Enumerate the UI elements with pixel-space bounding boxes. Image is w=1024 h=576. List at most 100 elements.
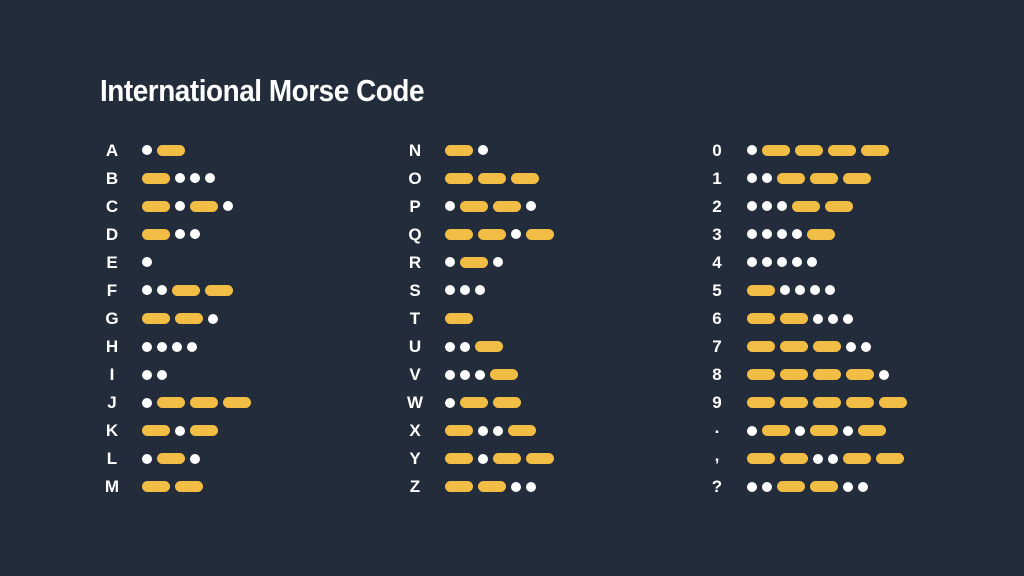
dash-symbol [876,453,904,465]
dash-symbol [807,228,835,240]
morse-char-label: O [408,168,422,188]
morse-row: A [102,136,251,164]
dot-symbol [478,145,488,156]
dash-symbol [157,453,185,465]
morse-char-label: D [105,224,119,244]
dot-symbol [762,173,772,184]
morse-row: W [405,389,554,417]
dash-symbol [493,397,521,409]
morse-char-label: . [714,418,720,438]
morse-row: G [102,304,251,332]
dash-symbol [813,397,841,409]
morse-char-label: G [105,309,119,328]
dash-symbol [810,481,838,493]
dot-symbol [157,341,167,352]
morse-char-label: P [409,196,421,216]
morse-char-label: Z [409,477,421,497]
morse-code-symbols [142,313,218,324]
dash-symbol [142,200,170,212]
dot-symbol [445,369,455,380]
dash-symbol [205,284,233,296]
morse-row: U [405,333,554,361]
morse-code-symbols [445,369,518,381]
dash-symbol [490,369,518,381]
morse-code-symbols [142,425,218,437]
morse-char-label: X [409,421,421,441]
dash-symbol [828,144,856,156]
dot-symbol [858,481,868,492]
dash-symbol [142,228,170,240]
dot-symbol [825,285,835,296]
morse-row: J [102,389,251,417]
dot-symbol [879,369,889,380]
dot-symbol [843,481,853,492]
morse-row: X [405,417,554,445]
dot-symbol [792,229,802,240]
dash-symbol [780,397,808,409]
morse-char-label: N [408,140,422,160]
dash-symbol [810,425,838,437]
dot-symbol [172,341,182,352]
morse-char-label: 7 [712,337,722,357]
morse-char-label: T [409,309,421,328]
dot-symbol [478,453,488,464]
morse-code-symbols [445,425,536,437]
dash-symbol [813,341,841,353]
morse-char-label: M [104,477,120,497]
dot-symbol [747,425,757,436]
morse-code-symbols [142,228,200,240]
dot-symbol [175,201,185,212]
dash-symbol [445,172,473,184]
dash-symbol [879,397,907,409]
dash-symbol [142,481,170,493]
dot-symbol [526,481,536,492]
dash-symbol [478,228,506,240]
column-digits-and-punctuation: 0 1 2 3 4 5 6 7 8 9.,? [707,136,907,501]
dot-symbol [795,285,805,296]
dash-symbol [223,397,251,409]
morse-char-label: 1 [712,168,722,188]
morse-row: L [102,445,251,473]
dot-symbol [205,173,215,184]
dot-symbol [142,341,152,352]
morse-code-symbols [445,285,485,296]
morse-row: 0 [707,136,907,164]
dot-symbol [157,285,167,296]
morse-code-symbols [747,397,907,409]
morse-code-symbols [142,200,233,212]
dash-symbol [460,200,488,212]
morse-char-label: 5 [712,280,722,300]
dash-symbol [526,453,554,465]
dash-symbol [445,481,473,493]
morse-code-symbols [445,397,521,409]
dash-symbol [460,256,488,268]
morse-code-symbols [747,481,868,493]
dot-symbol [780,285,790,296]
dash-symbol [846,369,874,381]
morse-code-symbols [445,256,503,268]
morse-row: , [707,445,907,473]
morse-code-symbols [142,341,197,352]
dot-symbol [747,201,757,212]
dot-symbol [175,173,185,184]
morse-code-symbols [142,172,215,184]
morse-char-label: B [105,168,119,188]
dash-symbol [792,200,820,212]
morse-char-label: F [106,280,118,300]
dot-symbol [445,285,455,296]
morse-char-label: 6 [712,309,722,328]
dot-symbol [795,425,805,436]
morse-char-label: J [107,393,117,413]
dot-symbol [190,173,200,184]
dot-symbol [843,313,853,324]
dot-symbol [777,229,787,240]
morse-row: K [102,417,251,445]
dot-symbol [142,145,152,156]
dot-symbol [208,313,218,324]
dash-symbol [190,397,218,409]
morse-row: 7 [707,333,907,361]
morse-row: E [102,248,251,276]
morse-char-label: ? [711,477,723,497]
